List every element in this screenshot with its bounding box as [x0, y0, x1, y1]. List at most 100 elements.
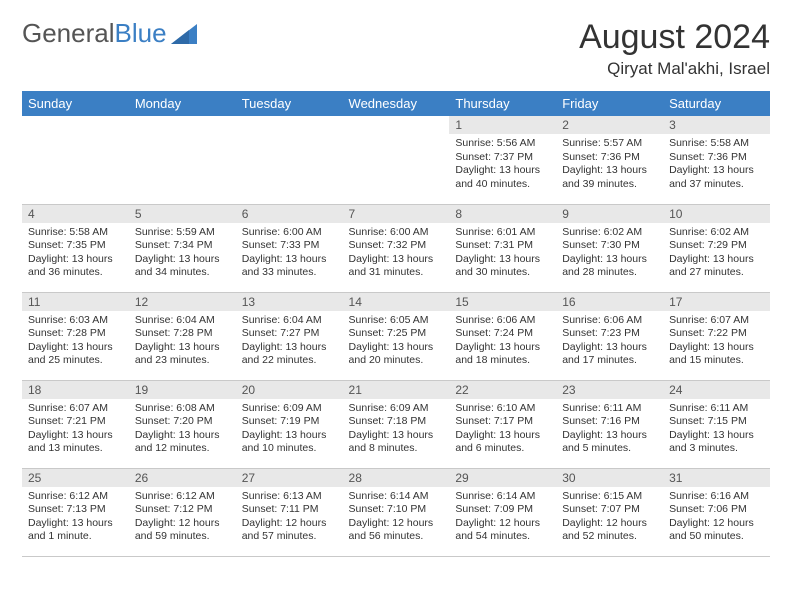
daylight-text: Daylight: 13 hours and 40 minutes.	[455, 164, 550, 191]
day-body: Sunrise: 6:01 AMSunset: 7:31 PMDaylight:…	[449, 223, 556, 285]
calendar-week-row: 18Sunrise: 6:07 AMSunset: 7:21 PMDayligh…	[22, 380, 770, 468]
sunset-text: Sunset: 7:37 PM	[455, 151, 550, 165]
daylight-text: Daylight: 13 hours and 5 minutes.	[562, 429, 657, 456]
day-number: 12	[129, 293, 236, 311]
day-number: 11	[22, 293, 129, 311]
calendar-cell: 11Sunrise: 6:03 AMSunset: 7:28 PMDayligh…	[22, 292, 129, 380]
sunset-text: Sunset: 7:21 PM	[28, 415, 123, 429]
day-number: 29	[449, 469, 556, 487]
calendar-week-row: 11Sunrise: 6:03 AMSunset: 7:28 PMDayligh…	[22, 292, 770, 380]
day-body: Sunrise: 6:10 AMSunset: 7:17 PMDaylight:…	[449, 399, 556, 461]
day-number: 13	[236, 293, 343, 311]
calendar-head: SundayMondayTuesdayWednesdayThursdayFrid…	[22, 91, 770, 116]
day-body: Sunrise: 6:09 AMSunset: 7:18 PMDaylight:…	[343, 399, 450, 461]
day-number: 30	[556, 469, 663, 487]
sunrise-text: Sunrise: 6:04 AM	[242, 314, 337, 328]
month-title: August 2024	[579, 18, 770, 57]
sunrise-text: Sunrise: 6:00 AM	[242, 226, 337, 240]
sunrise-text: Sunrise: 6:08 AM	[135, 402, 230, 416]
sunrise-text: Sunrise: 5:57 AM	[562, 137, 657, 151]
calendar-cell: 20Sunrise: 6:09 AMSunset: 7:19 PMDayligh…	[236, 380, 343, 468]
calendar-cell: 4Sunrise: 5:58 AMSunset: 7:35 PMDaylight…	[22, 204, 129, 292]
calendar-cell: 8Sunrise: 6:01 AMSunset: 7:31 PMDaylight…	[449, 204, 556, 292]
calendar-cell: 19Sunrise: 6:08 AMSunset: 7:20 PMDayligh…	[129, 380, 236, 468]
day-number: 9	[556, 205, 663, 223]
day-body: Sunrise: 6:02 AMSunset: 7:29 PMDaylight:…	[663, 223, 770, 285]
day-number: 27	[236, 469, 343, 487]
sunrise-text: Sunrise: 6:02 AM	[669, 226, 764, 240]
day-number: 21	[343, 381, 450, 399]
calendar-cell: 15Sunrise: 6:06 AMSunset: 7:24 PMDayligh…	[449, 292, 556, 380]
calendar-cell: 5Sunrise: 5:59 AMSunset: 7:34 PMDaylight…	[129, 204, 236, 292]
day-body: Sunrise: 6:07 AMSunset: 7:21 PMDaylight:…	[22, 399, 129, 461]
sunset-text: Sunset: 7:33 PM	[242, 239, 337, 253]
daylight-text: Daylight: 12 hours and 52 minutes.	[562, 517, 657, 544]
calendar-cell: 30Sunrise: 6:15 AMSunset: 7:07 PMDayligh…	[556, 468, 663, 556]
day-body: Sunrise: 6:16 AMSunset: 7:06 PMDaylight:…	[663, 487, 770, 549]
day-number: 18	[22, 381, 129, 399]
calendar-week-row: 4Sunrise: 5:58 AMSunset: 7:35 PMDaylight…	[22, 204, 770, 292]
sunrise-text: Sunrise: 6:09 AM	[242, 402, 337, 416]
calendar-week-row: 25Sunrise: 6:12 AMSunset: 7:13 PMDayligh…	[22, 468, 770, 556]
calendar-cell: 26Sunrise: 6:12 AMSunset: 7:12 PMDayligh…	[129, 468, 236, 556]
sunset-text: Sunset: 7:11 PM	[242, 503, 337, 517]
calendar-body: 1Sunrise: 5:56 AMSunset: 7:37 PMDaylight…	[22, 116, 770, 556]
calendar-cell	[22, 116, 129, 204]
daylight-text: Daylight: 13 hours and 30 minutes.	[455, 253, 550, 280]
day-number: 4	[22, 205, 129, 223]
calendar-cell: 22Sunrise: 6:10 AMSunset: 7:17 PMDayligh…	[449, 380, 556, 468]
sunset-text: Sunset: 7:20 PM	[135, 415, 230, 429]
daylight-text: Daylight: 13 hours and 39 minutes.	[562, 164, 657, 191]
day-number: 1	[449, 116, 556, 134]
calendar-cell: 13Sunrise: 6:04 AMSunset: 7:27 PMDayligh…	[236, 292, 343, 380]
calendar-cell	[236, 116, 343, 204]
sunset-text: Sunset: 7:15 PM	[669, 415, 764, 429]
sunrise-text: Sunrise: 6:01 AM	[455, 226, 550, 240]
day-body	[22, 134, 129, 141]
header: GeneralBlue August 2024 Qiryat Mal'akhi,…	[22, 18, 770, 79]
daylight-text: Daylight: 12 hours and 59 minutes.	[135, 517, 230, 544]
logo-triangle-icon	[171, 24, 197, 44]
sunrise-text: Sunrise: 6:15 AM	[562, 490, 657, 504]
sunset-text: Sunset: 7:10 PM	[349, 503, 444, 517]
day-body: Sunrise: 6:00 AMSunset: 7:33 PMDaylight:…	[236, 223, 343, 285]
sunset-text: Sunset: 7:36 PM	[562, 151, 657, 165]
sunrise-text: Sunrise: 6:12 AM	[135, 490, 230, 504]
sunrise-text: Sunrise: 6:07 AM	[28, 402, 123, 416]
calendar-cell: 18Sunrise: 6:07 AMSunset: 7:21 PMDayligh…	[22, 380, 129, 468]
day-number	[236, 116, 343, 134]
day-number: 20	[236, 381, 343, 399]
sunrise-text: Sunrise: 6:11 AM	[669, 402, 764, 416]
sunrise-text: Sunrise: 6:16 AM	[669, 490, 764, 504]
sunset-text: Sunset: 7:16 PM	[562, 415, 657, 429]
sunrise-text: Sunrise: 6:04 AM	[135, 314, 230, 328]
daylight-text: Daylight: 13 hours and 17 minutes.	[562, 341, 657, 368]
calendar-cell: 9Sunrise: 6:02 AMSunset: 7:30 PMDaylight…	[556, 204, 663, 292]
day-body: Sunrise: 6:13 AMSunset: 7:11 PMDaylight:…	[236, 487, 343, 549]
day-number: 10	[663, 205, 770, 223]
weekday-header: Saturday	[663, 91, 770, 116]
daylight-text: Daylight: 13 hours and 37 minutes.	[669, 164, 764, 191]
brand-logo: GeneralBlue	[22, 18, 197, 49]
sunset-text: Sunset: 7:07 PM	[562, 503, 657, 517]
calendar-cell: 7Sunrise: 6:00 AMSunset: 7:32 PMDaylight…	[343, 204, 450, 292]
daylight-text: Daylight: 13 hours and 34 minutes.	[135, 253, 230, 280]
calendar-cell: 21Sunrise: 6:09 AMSunset: 7:18 PMDayligh…	[343, 380, 450, 468]
day-body: Sunrise: 6:00 AMSunset: 7:32 PMDaylight:…	[343, 223, 450, 285]
calendar-cell: 25Sunrise: 6:12 AMSunset: 7:13 PMDayligh…	[22, 468, 129, 556]
day-body: Sunrise: 6:15 AMSunset: 7:07 PMDaylight:…	[556, 487, 663, 549]
day-number: 6	[236, 205, 343, 223]
calendar-cell	[129, 116, 236, 204]
calendar-cell: 23Sunrise: 6:11 AMSunset: 7:16 PMDayligh…	[556, 380, 663, 468]
sunset-text: Sunset: 7:32 PM	[349, 239, 444, 253]
day-number: 22	[449, 381, 556, 399]
sunrise-text: Sunrise: 6:14 AM	[455, 490, 550, 504]
sunset-text: Sunset: 7:19 PM	[242, 415, 337, 429]
sunrise-text: Sunrise: 5:56 AM	[455, 137, 550, 151]
day-body: Sunrise: 5:58 AMSunset: 7:35 PMDaylight:…	[22, 223, 129, 285]
daylight-text: Daylight: 13 hours and 3 minutes.	[669, 429, 764, 456]
daylight-text: Daylight: 12 hours and 54 minutes.	[455, 517, 550, 544]
daylight-text: Daylight: 13 hours and 6 minutes.	[455, 429, 550, 456]
sunset-text: Sunset: 7:31 PM	[455, 239, 550, 253]
sunrise-text: Sunrise: 6:12 AM	[28, 490, 123, 504]
